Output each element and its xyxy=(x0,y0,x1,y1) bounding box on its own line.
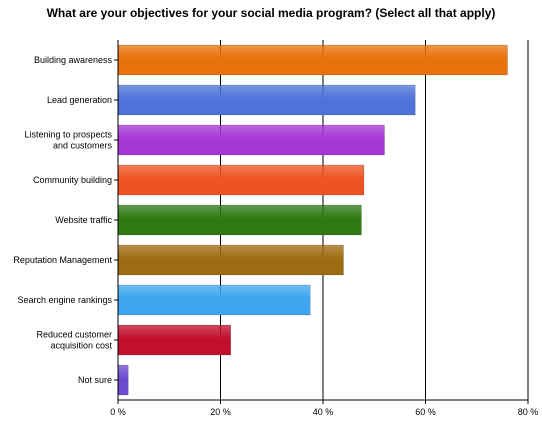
category-label-line: Building awareness xyxy=(34,55,113,65)
x-tick-label: 80 % xyxy=(518,407,539,417)
category-label-line: Lead generation xyxy=(47,95,112,105)
category-label-line: Not sure xyxy=(78,375,112,385)
category-label-line: Community building xyxy=(33,175,112,185)
category-label: Reputation Management xyxy=(13,255,112,265)
x-tick-label: 20 % xyxy=(210,407,231,417)
category-label-line: acquisition cost xyxy=(50,341,112,351)
category-label: Not sure xyxy=(78,375,112,385)
category-label-line: Reputation Management xyxy=(13,255,112,265)
bar xyxy=(117,204,362,236)
bar xyxy=(117,324,231,356)
x-tick-label: 0 % xyxy=(110,407,126,417)
category-label: Building awareness xyxy=(34,55,113,65)
category-label: Lead generation xyxy=(47,95,112,105)
x-tick-label: 40 % xyxy=(313,407,334,417)
category-label-line: Website traffic xyxy=(55,215,112,225)
category-label-line: Search engine rankings xyxy=(17,295,112,305)
bar xyxy=(117,284,311,316)
bar xyxy=(117,364,129,396)
category-label: Community building xyxy=(33,175,112,185)
category-label-line: Listening to prospects xyxy=(24,130,112,140)
category-label: Listening to prospects and customers xyxy=(24,130,112,151)
x-tick-label: 60 % xyxy=(415,407,436,417)
bar xyxy=(117,244,344,276)
category-label-line: Reduced customer xyxy=(36,330,112,340)
bar xyxy=(117,124,385,156)
chart-title: What are your objectives for your social… xyxy=(46,6,496,20)
category-label: Search engine rankings xyxy=(17,295,112,305)
category-label-line: and customers xyxy=(53,141,113,151)
bar xyxy=(117,44,508,76)
bar xyxy=(117,164,365,196)
category-label: Reduced customer acquisition cost xyxy=(36,330,112,351)
bar xyxy=(117,84,416,116)
category-label: Website traffic xyxy=(55,215,112,225)
